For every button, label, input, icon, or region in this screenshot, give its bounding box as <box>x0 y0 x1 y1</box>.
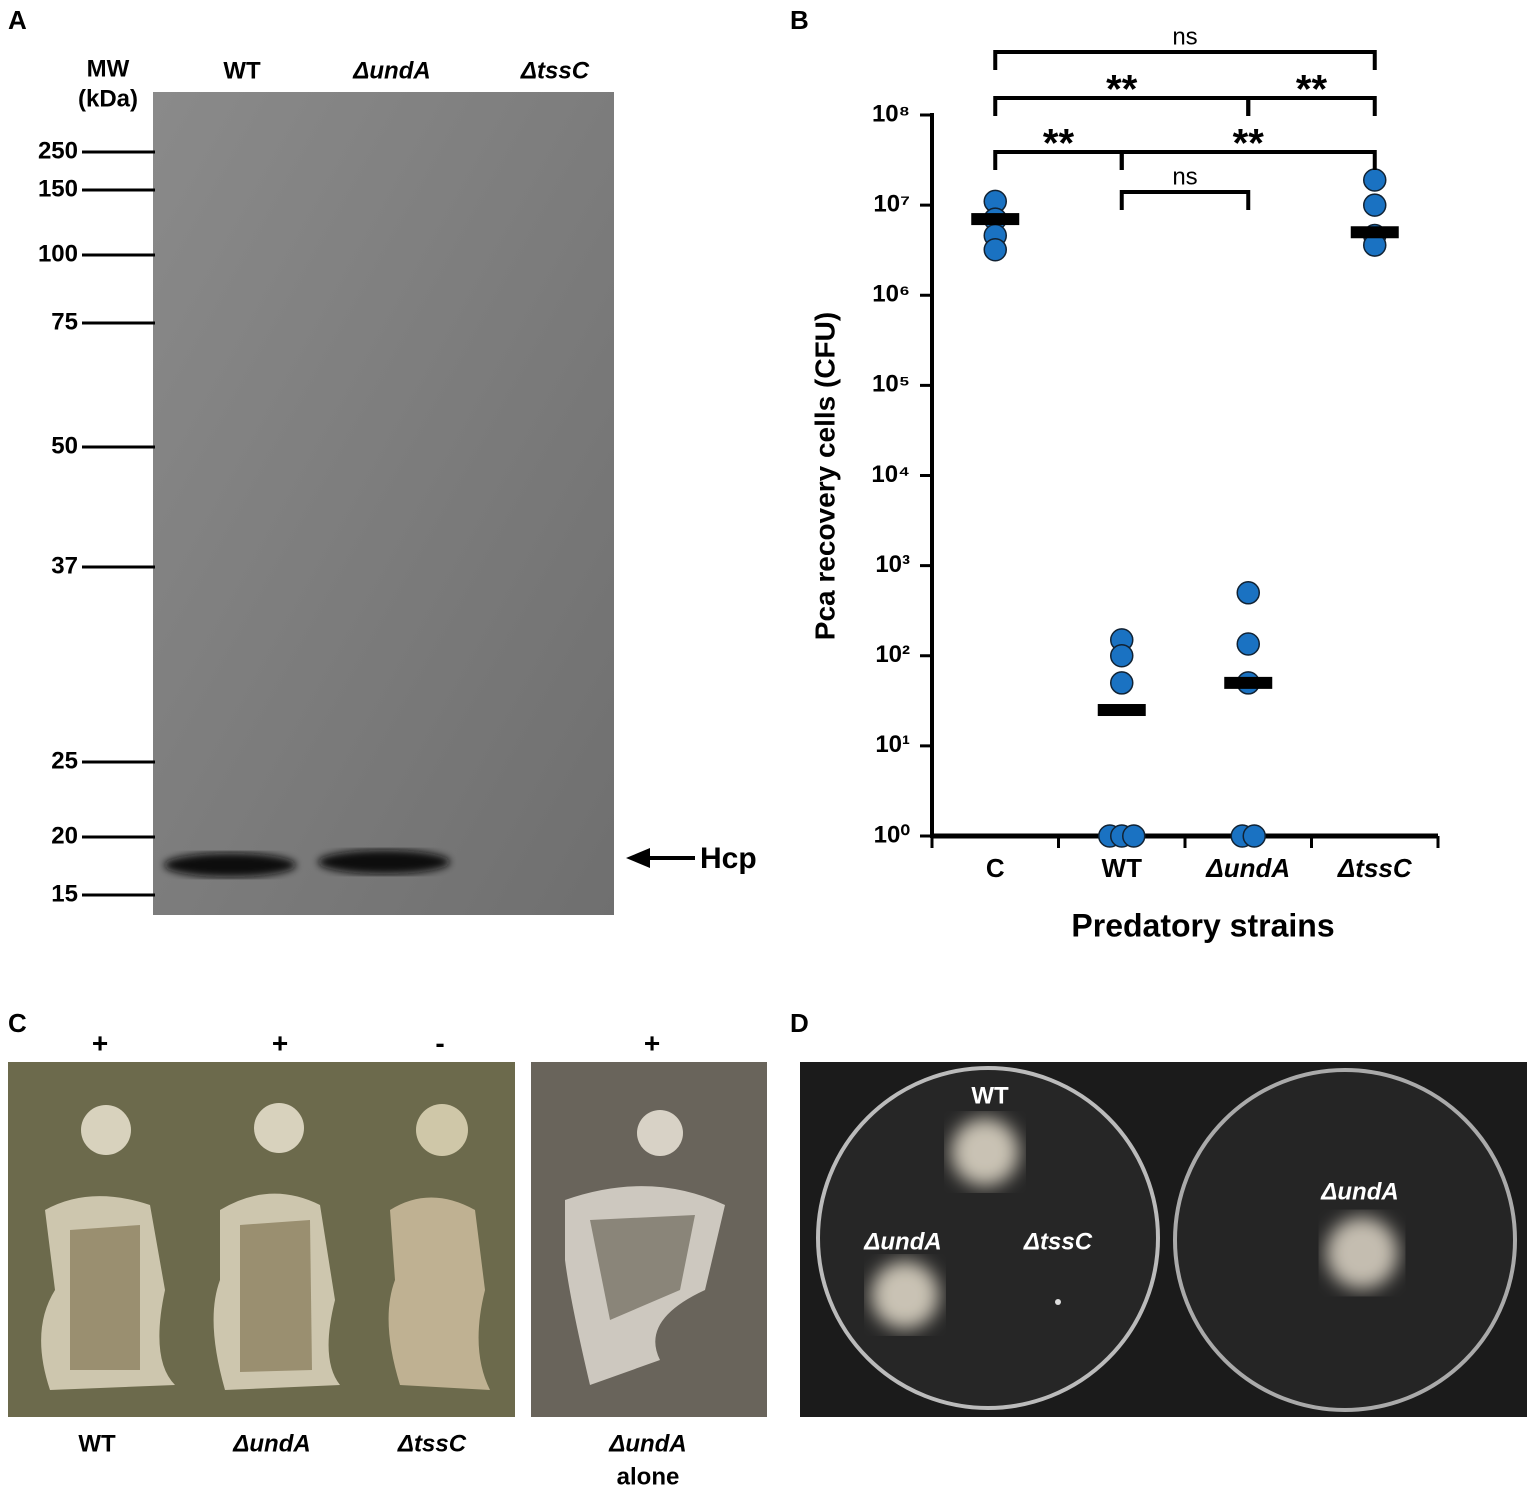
strain-label: ΔundA <box>863 1228 941 1255</box>
x-axis-label: Predatory strains <box>1071 907 1334 943</box>
panel-letter: A <box>8 5 27 35</box>
data-point <box>1236 581 1260 605</box>
panel-a: A MW (kDa) WT ΔundA ΔtssC 250 150 100 75… <box>8 5 757 915</box>
mw-marker: 15 <box>51 880 78 907</box>
x-tick-label: ΔtssC <box>1337 853 1413 883</box>
mw-marker: 75 <box>51 308 78 335</box>
mw-marker: 25 <box>51 747 78 774</box>
panel-letter: C <box>8 1008 27 1038</box>
mw-marker: 250 <box>38 137 78 164</box>
significance-label: ** <box>1043 122 1075 166</box>
y-tick-label: 10⁰ <box>874 821 911 848</box>
colony <box>81 1105 131 1155</box>
median-bar <box>1224 676 1273 689</box>
panel-letter: D <box>790 1008 809 1038</box>
lawn-center <box>590 1215 695 1320</box>
gel-band <box>318 850 450 874</box>
condition-label: alone <box>617 1463 680 1490</box>
lane-label: ΔtssC <box>520 57 590 84</box>
panel-d: D WT ΔundA ΔtssC ΔundA <box>790 1008 1527 1417</box>
sign: + <box>92 1027 108 1058</box>
y-tick-label: 10⁴ <box>871 461 910 488</box>
significance-label: ns <box>1172 163 1197 190</box>
panel-b: B Pca recovery cells (CFU) Predatory str… <box>790 5 1440 943</box>
panel-letter: B <box>790 5 809 35</box>
mw-label: MW <box>87 55 130 82</box>
y-tick-label: 10⁸ <box>872 100 910 127</box>
gel-band <box>164 853 296 877</box>
strain-label: ΔtssC <box>1023 1228 1093 1255</box>
lane-label: ΔundA <box>352 57 430 84</box>
significance-label: ns <box>1172 23 1197 50</box>
mw-marker: 37 <box>51 552 78 579</box>
significance-bracket <box>1119 190 1251 210</box>
band-label: Hcp <box>700 842 757 875</box>
sign: + <box>272 1027 288 1058</box>
y-tick-label: 10² <box>875 641 910 668</box>
significance-label: ** <box>1296 68 1328 112</box>
x-tick-label: C <box>986 853 1005 883</box>
gel-image <box>153 92 614 915</box>
colony <box>637 1110 683 1156</box>
lawn-center <box>240 1220 312 1372</box>
strain-label: ΔtssC <box>397 1430 467 1457</box>
median-bar <box>971 213 1020 226</box>
colony <box>416 1104 468 1156</box>
strain-label: WT <box>971 1082 1009 1109</box>
lawn-center <box>70 1225 140 1370</box>
data-point <box>1363 193 1387 217</box>
median-bar <box>1350 226 1399 239</box>
colony <box>951 1118 1019 1186</box>
strain-label: ΔundA <box>232 1430 310 1457</box>
significance-bracket <box>1246 96 1377 116</box>
significance-bracket <box>993 50 1377 70</box>
colony <box>1326 1217 1398 1289</box>
data-point <box>1110 671 1134 695</box>
colony <box>871 1261 939 1329</box>
y-tick-label: 10⁵ <box>872 371 910 398</box>
y-tick-label: 10⁷ <box>873 190 910 217</box>
y-tick-label: 10³ <box>875 551 910 578</box>
significance-bracket <box>1119 150 1377 170</box>
lawn <box>388 1197 490 1390</box>
mw-unit: (kDa) <box>78 85 138 112</box>
y-tick-label: 10¹ <box>875 731 910 758</box>
panel-c: C + + - + WT ΔundA ΔtssC ΔundA alone <box>8 1008 767 1490</box>
data-point <box>1110 644 1134 668</box>
data-point <box>1236 632 1260 656</box>
y-axis-label: Pca recovery cells (CFU) <box>809 312 840 640</box>
colony <box>1055 1299 1061 1305</box>
strain-label: ΔundA <box>608 1430 686 1457</box>
marker-lines <box>82 150 155 897</box>
strain-label: ΔundA <box>1320 1178 1398 1205</box>
data-point <box>983 237 1007 262</box>
colony <box>254 1103 304 1153</box>
mw-marker: 150 <box>38 175 78 202</box>
x-tick-label: WT <box>1102 853 1143 883</box>
sign: + <box>644 1027 660 1058</box>
mw-marker: 20 <box>51 822 78 849</box>
mw-marker: 100 <box>38 240 78 267</box>
x-tick-label: ΔundA <box>1205 853 1290 883</box>
data-point <box>1122 824 1146 848</box>
lane-label: WT <box>223 57 261 84</box>
sign: - <box>435 1027 444 1058</box>
strain-label: WT <box>78 1430 116 1457</box>
median-bar <box>1097 704 1146 717</box>
data-point <box>1242 824 1266 848</box>
mw-marker: 50 <box>51 432 78 459</box>
significance-label: ** <box>1106 68 1138 112</box>
significance-label: ** <box>1233 122 1265 166</box>
data-point <box>1363 168 1387 192</box>
arrow-head <box>626 848 650 868</box>
y-tick-label: 10⁶ <box>872 281 910 308</box>
